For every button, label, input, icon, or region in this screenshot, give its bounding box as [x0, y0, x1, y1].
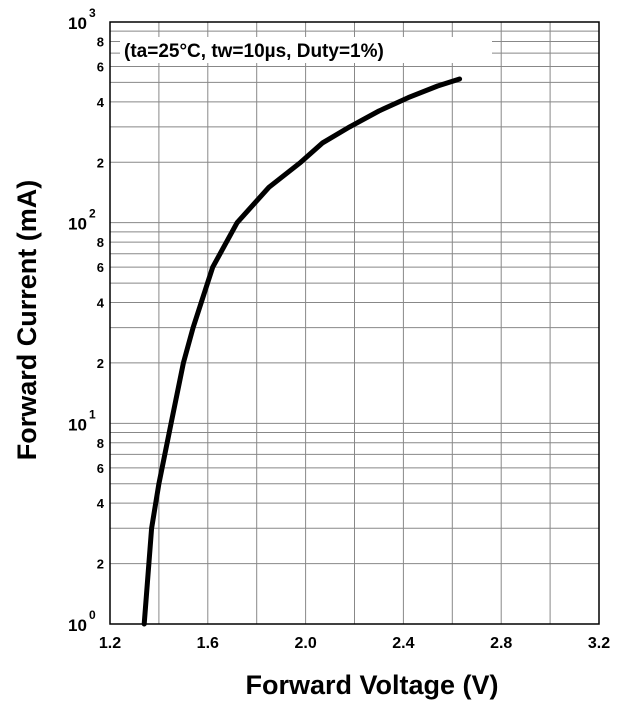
x-tick-labels: 1.2 1.6 2.0 2.4 2.8 3.2	[99, 635, 610, 652]
y-axis-label: Forward Current (mA)	[12, 180, 42, 461]
y-decade-exponent: 2	[89, 207, 96, 221]
y-minor-tick-label: 6	[97, 461, 104, 476]
data-series	[144, 79, 459, 624]
x-tick-label: 2.4	[392, 635, 414, 652]
y-minor-tick-label: 2	[97, 155, 104, 170]
y-decade-exponent: 1	[89, 407, 96, 421]
y-decade-exponent: 3	[89, 6, 96, 20]
x-tick-label: 2.8	[490, 635, 512, 652]
y-minor-tick-label: 8	[97, 436, 104, 451]
x-tick-label: 2.0	[294, 635, 316, 652]
x-tick-label: 1.2	[99, 635, 121, 652]
y-minor-tick-label: 2	[97, 356, 104, 371]
y-decade-exponent: 0	[89, 608, 96, 622]
y-minor-tick-label: 2	[97, 557, 104, 572]
y-minor-tick-label: 4	[97, 496, 105, 511]
forward-current-curve	[144, 79, 459, 624]
chart-annotation: (ta=25°C, tw=10µs, Duty=1%)	[124, 41, 384, 62]
x-axis-label: Forward Voltage (V)	[245, 670, 498, 700]
x-tick-label: 3.2	[588, 635, 610, 652]
y-decade-label: 10	[68, 415, 87, 434]
y-minor-tick-label: 8	[97, 235, 104, 250]
y-minor-tick-label: 4	[97, 95, 105, 110]
y-minor-tick-label: 8	[97, 34, 104, 49]
y-decade-label: 10	[68, 14, 87, 33]
y-decade-label: 10	[68, 616, 87, 635]
grid-lines	[110, 22, 599, 624]
x-tick-label: 1.6	[197, 635, 219, 652]
y-decade-label: 10	[68, 215, 87, 234]
y-minor-tick-label: 6	[97, 260, 104, 275]
y-minor-tick-label: 6	[97, 60, 104, 75]
y-minor-tick-label: 4	[97, 296, 105, 311]
